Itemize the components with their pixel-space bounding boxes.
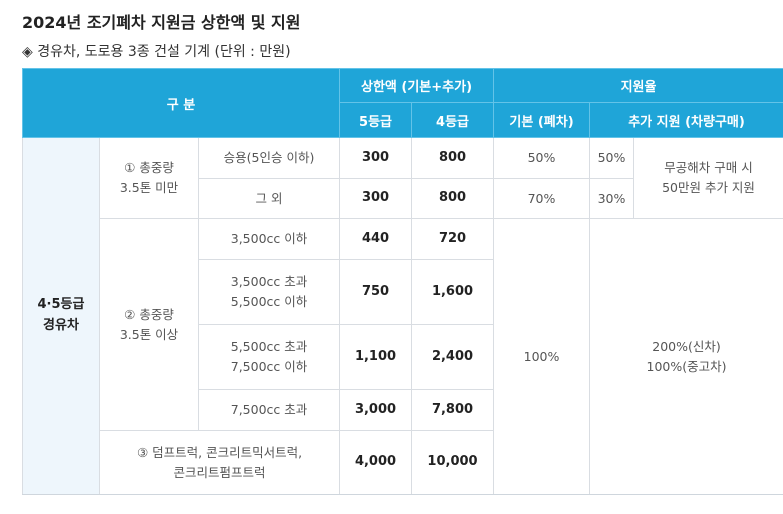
extra-rate-merged-cell: 200%(신차) 100%(중고차) (589, 218, 783, 495)
base-rate-merged-cell: 100% (493, 218, 591, 495)
extra-note-cell: 무공해차 구매 시 50만원 추가 지원 (633, 137, 783, 219)
header-base: 기본 (폐차) (493, 102, 591, 138)
subsidy-table: 구 분 상한액 (기본+추가) 지원율 5등급 4등급 기본 (폐차) 추가 지… (21, 68, 783, 495)
sub-cell: 3,500cc 이하 (197, 218, 341, 260)
grade4-cell: 7,800 (411, 389, 495, 431)
header-grade4: 4등급 (411, 102, 495, 138)
sub-cell: 5,500cc 초과 7,500cc 이하 (197, 324, 341, 390)
grade5-cell: 3,000 (339, 389, 413, 431)
grade4-cell: 800 (411, 137, 495, 179)
group1-cell: ① 총중량 3.5톤 미만 (99, 137, 199, 219)
sub-cell: 승용(5인승 이하) (197, 137, 341, 179)
header-extra: 추가 지원 (차량구매) (589, 102, 783, 138)
extra-rate-cell: 30% (589, 178, 635, 219)
grade4-cell: 800 (411, 178, 495, 219)
sub-cell: 그 외 (197, 178, 341, 219)
grade5-cell: 1,100 (339, 324, 413, 390)
table-subtitle: ◈ 경유차, 도로용 3종 건설 기계 (단위 : 만원) (22, 44, 291, 60)
grade5-cell: 4,000 (339, 430, 413, 495)
extra-rate-cell: 50% (589, 137, 635, 179)
base-rate-cell: 50% (493, 137, 591, 179)
grade4-cell: 720 (411, 218, 495, 260)
grade4-cell: 1,600 (411, 259, 495, 325)
header-grade5: 5등급 (339, 102, 413, 138)
header-category: 구 분 (21, 68, 341, 138)
grade5-cell: 440 (339, 218, 413, 260)
group3-cell: ③ 덤프트럭, 콘크리트믹서트럭, 콘크리트펌프트럭 (98, 430, 341, 495)
sub-cell: 7,500cc 초과 (197, 389, 341, 431)
header-limit: 상한액 (기본+추가) (339, 68, 495, 103)
grade5-cell: 750 (339, 259, 413, 325)
grade4-cell: 2,400 (411, 324, 495, 390)
header-rate: 지원율 (493, 68, 783, 103)
grade5-cell: 300 (339, 137, 413, 179)
page-title: 2024년 조기폐차 지원금 상한액 및 지원 (22, 13, 301, 32)
sub-cell: 3,500cc 초과 5,500cc 이하 (197, 259, 341, 325)
grade5-cell: 300 (339, 178, 413, 219)
group2-cell: ② 총중량 3.5톤 이상 (99, 218, 199, 431)
grade4-cell: 10,000 (411, 430, 495, 495)
base-rate-cell: 70% (493, 178, 591, 219)
vehicle-class-cell: 4·5등급 경유차 (22, 137, 100, 495)
